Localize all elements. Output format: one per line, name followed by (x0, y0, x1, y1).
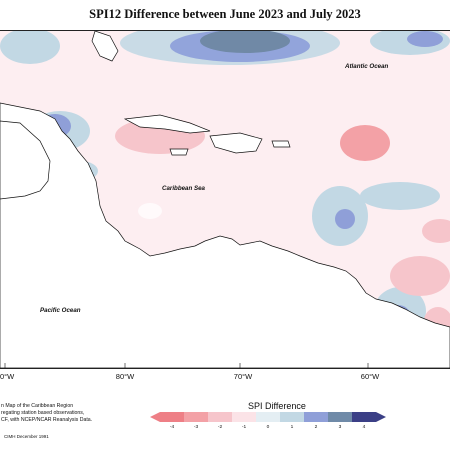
map-canvas (0, 31, 450, 368)
legend-swatch (280, 412, 304, 422)
legend-swatch (184, 412, 208, 422)
lon-tick-90w: 90°W (0, 372, 15, 381)
legend-tick-label: -2 (217, 425, 223, 430)
legend-colorbar (150, 412, 386, 422)
legend-swatch (208, 412, 232, 422)
legend-swatch (160, 412, 184, 422)
caribbean-sea-label: Caribbean Sea (162, 185, 205, 192)
legend-tick-label: 1 (290, 425, 294, 430)
legend-swatch (256, 412, 280, 422)
legend-tick-label: 2 (314, 425, 318, 430)
land-masses (0, 31, 450, 368)
map-panel (0, 30, 450, 369)
legend-title: SPI Difference (248, 401, 306, 411)
axis-ticks (4, 363, 369, 368)
note-line-2: regating station based observations, (1, 410, 85, 416)
hispaniola (209, 132, 263, 154)
legend-swatch (232, 412, 256, 422)
pacific-ocean-label: Pacific Ocean (40, 307, 81, 314)
note-line-3: CF, with NCEP/NCAR Reanalysis Data. (1, 417, 93, 423)
legend-arrow-left (150, 412, 160, 422)
legend-tick-label: 4 (362, 425, 366, 430)
legend-tick-label: -4 (169, 425, 175, 430)
color-legend (150, 410, 395, 429)
legend-tick-label: -3 (193, 425, 199, 430)
lon-tick-60w: 60°W (360, 372, 380, 381)
legend-tick-label: -1 (241, 425, 247, 430)
lon-tick-70w: 70°W (233, 372, 253, 381)
note-line-1: n Map of the Caribbean Region (1, 403, 74, 409)
cuba (123, 114, 211, 134)
legend-swatch (304, 412, 328, 422)
legend-tick-label: 3 (338, 425, 342, 430)
legend-swatch (352, 412, 376, 422)
mexico-yucatan (0, 120, 51, 200)
florida (91, 31, 119, 62)
south-america-central-america (0, 102, 450, 368)
atlantic-ocean-label: Atlantic Ocean (345, 63, 389, 70)
copyright-text: CIMH December 1991 (4, 434, 49, 439)
map-title: SPI12 Difference between June 2023 and J… (89, 7, 361, 21)
puerto-rico (271, 140, 291, 148)
legend-swatch (328, 412, 352, 422)
data-source-note: n Map of the Caribbean Region regating s… (1, 403, 141, 424)
legend-arrow-right (376, 412, 386, 422)
legend-tick-label: 0 (266, 425, 270, 430)
jamaica (169, 148, 189, 156)
lon-tick-80w: 80°W (115, 372, 135, 381)
